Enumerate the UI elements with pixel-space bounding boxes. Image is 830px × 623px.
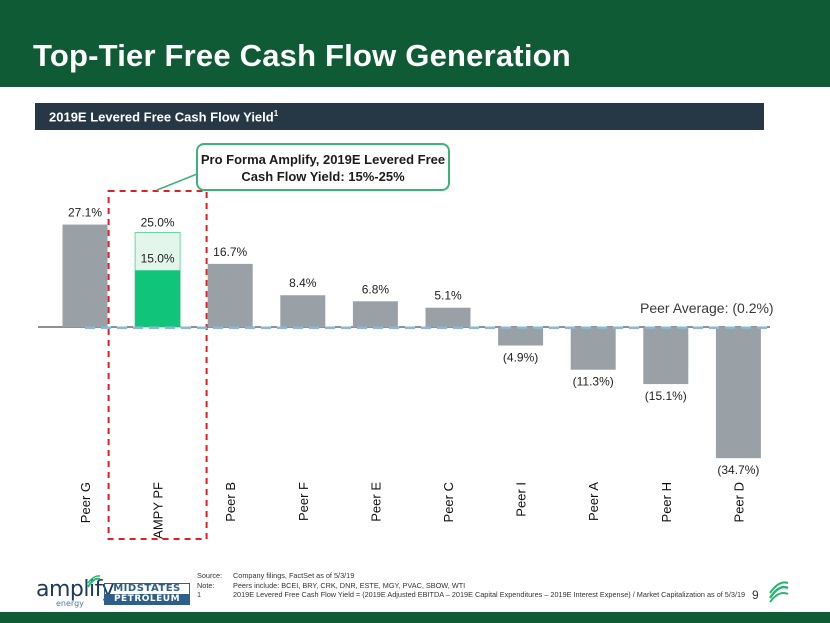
midstates-logo: MIDSTATES PETROLEUM (104, 583, 190, 605)
note-text: Peers include: BCEI, BRY, CRK, DNR, ESTE… (233, 580, 466, 590)
bar-peer-b (207, 263, 253, 327)
chart-subtitle-text: 2019E Levered Free Cash Flow Yield (49, 109, 274, 125)
midstates-logo-top: MIDSTATES (113, 583, 181, 594)
value-label-peer-h: (15.1%) (645, 389, 687, 403)
value-label-ampy-pf: 15.0% (141, 251, 175, 265)
category-label-peer-a: Peer A (586, 482, 601, 521)
value-label-peer-c: 5.1% (434, 289, 462, 303)
bar-ampy-pf (135, 270, 181, 327)
footnote-text: 2019E Levered Free Cash Flow Yield = (20… (233, 590, 746, 599)
note-row: Note: Peers include: BCEI, BRY, CRK, DNR… (197, 581, 757, 591)
value-label-peer-d: (34.7%) (717, 463, 759, 477)
chart-subheader: 2019E Levered Free Cash Flow Yield1 (35, 103, 764, 130)
bar-peer-c (425, 307, 471, 327)
value-label-peer-a: (11.3%) (573, 375, 614, 389)
bar-peer-a (570, 327, 616, 370)
source-text: Company filings, FactSet as of 5/3/19 (233, 571, 355, 580)
bar-peer-i (498, 327, 544, 346)
amplify-logo: amplify energy (36, 577, 114, 608)
page-number: 9 (752, 588, 759, 602)
category-label-peer-e: Peer E (368, 482, 383, 522)
footnote-row: 1 2019E Levered Free Cash Flow Yield = (… (197, 590, 757, 600)
peer-average-label: Peer Average: (0.2%) (640, 300, 774, 316)
callout-connector-line (156, 173, 198, 191)
highlight-dashed-box (107, 190, 208, 540)
value-label-peer-b: 16.7% (213, 245, 247, 259)
chart-subtitle: 2019E Levered Free Cash Flow Yield1 (49, 109, 278, 124)
value-label-peer-f: 8.4% (289, 276, 317, 290)
pro-forma-callout: Pro Forma Amplify, 2019E Levered Free Ca… (196, 143, 450, 191)
footnote-marker: 1 (273, 109, 279, 118)
page-title: Top-Tier Free Cash Flow Generation (33, 38, 571, 73)
amplify-swoosh-icon (87, 575, 101, 588)
bar-peer-d (715, 327, 761, 459)
source-key: Source: (197, 571, 223, 580)
category-label-peer-f: Peer F (296, 482, 311, 521)
midstates-logo-bottom: PETROLEUM (105, 594, 189, 604)
value-label-peer-g: 27.1% (68, 206, 102, 220)
callout-line-1: Pro Forma Amplify, 2019E Levered Free (200, 152, 446, 167)
source-row: Source: Company filings, FactSet as of 5… (197, 571, 757, 581)
bar-peer-g (62, 224, 108, 327)
footnotes: Source: Company filings, FactSet as of 5… (197, 571, 757, 600)
bar-peer-h (643, 327, 689, 385)
bar-peer-f (280, 295, 326, 327)
category-label-peer-c: Peer C (441, 482, 456, 522)
footer-bar (0, 612, 830, 623)
value-label-peer-i: (4.9%) (503, 351, 538, 365)
footnote-key: 1 (197, 590, 202, 599)
category-label-peer-d: Peer D (731, 482, 746, 522)
category-label-ampy-pf: AMPY PF (151, 482, 166, 539)
category-label-peer-h: Peer H (659, 482, 674, 522)
range-label-ampy-pf: 25.0% (141, 216, 175, 230)
bar-peer-e (352, 301, 398, 327)
amplify-logo-sub: energy (56, 599, 84, 608)
category-label-peer-i: Peer I (514, 482, 529, 517)
category-label-peer-g: Peer G (78, 482, 93, 523)
title-bar: Top-Tier Free Cash Flow Generation (0, 0, 830, 87)
amplify-corner-icon (768, 581, 789, 603)
category-label-peer-b: Peer B (223, 482, 238, 522)
amplify-logo-text: amplify (36, 577, 114, 602)
callout-line-2: Cash Flow Yield: 15%-25% (241, 169, 405, 184)
value-label-peer-e: 6.8% (362, 282, 390, 296)
note-key: Note: (197, 580, 215, 590)
